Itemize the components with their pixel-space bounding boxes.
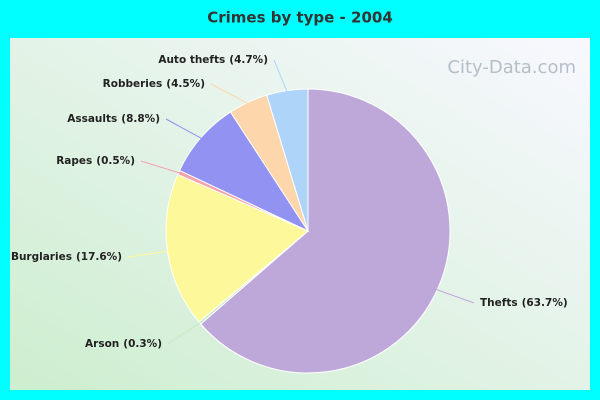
value-label: (4.7%)	[229, 54, 268, 66]
category-label: Burglaries	[11, 251, 72, 263]
leader-line	[127, 250, 170, 258]
value-label: (4.5%)	[166, 78, 205, 90]
slice-label: Burglaries (17.6%)	[11, 251, 122, 263]
slice-label: Arson (0.3%)	[85, 338, 162, 350]
category-label: Assaults	[67, 113, 117, 125]
leader-line	[167, 321, 202, 345]
slice-label: Robberies (4.5%)	[103, 78, 205, 90]
value-label: (0.3%)	[123, 338, 162, 350]
category-label: Rapes	[56, 155, 92, 167]
watermark: City-Data.com	[447, 57, 576, 78]
category-label: Thefts	[480, 297, 518, 309]
slice-label: Assaults (8.8%)	[67, 113, 160, 125]
value-label: (0.5%)	[96, 155, 135, 167]
leader-line	[140, 160, 181, 174]
leader-line	[435, 288, 475, 304]
category-label: Auto thefts	[158, 54, 225, 66]
chart-title: Crimes by type - 2004	[207, 9, 393, 27]
slice-label: Thefts (63.7%)	[480, 297, 568, 309]
leader-line	[210, 83, 250, 105]
value-label: (63.7%)	[522, 297, 568, 309]
value-label: (8.8%)	[121, 113, 160, 125]
value-label: (17.6%)	[76, 251, 122, 263]
leader-line	[273, 59, 288, 93]
category-label: Robberies	[103, 78, 163, 90]
slice-label: Auto thefts (4.7%)	[158, 54, 268, 66]
leader-line	[165, 118, 203, 140]
category-label: Arson	[85, 338, 119, 350]
slice-label: Rapes (0.5%)	[56, 155, 135, 167]
